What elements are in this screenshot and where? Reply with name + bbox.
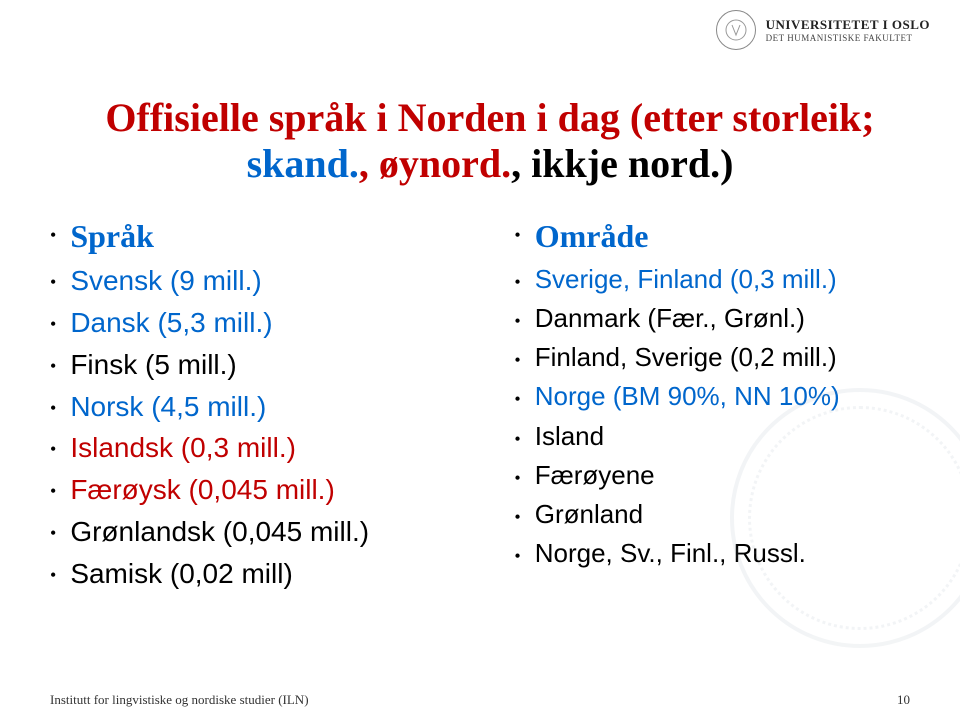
left-entry-3: Norsk (4,5 mill.) (70, 388, 266, 426)
left-heading-item: • Språk (50, 215, 446, 258)
left-column: • Språk • Svensk (9 mill.) • Dansk (5,3 mill.… (50, 215, 446, 597)
list-item: • Islandsk (0,3 mill.) (50, 429, 446, 467)
list-item: • Danmark (Fær., Grønl.) (514, 301, 910, 336)
bullet-icon: • (514, 505, 520, 529)
bullet-icon: • (50, 354, 56, 378)
right-entry-5: Færøyene (535, 458, 655, 493)
footer-page-number: 10 (897, 692, 910, 708)
university-seal-icon (716, 10, 756, 50)
left-entry-6: Grønlandsk (0,045 mill.) (70, 513, 369, 551)
left-entry-0: Svensk (9 mill.) (70, 262, 261, 300)
bullet-icon: • (50, 521, 56, 545)
left-entry-7: Samisk (0,02 mill) (70, 555, 292, 593)
list-item: • Færøysk (0,045 mill.) (50, 471, 446, 509)
header-branding: UNIVERSITETET I OSLO DET HUMANISTISKE FA… (716, 10, 930, 50)
right-entry-1: Danmark (Fær., Grønl.) (535, 301, 805, 336)
bullet-icon: • (514, 223, 520, 247)
bullet-icon: • (514, 466, 520, 490)
bullet-icon: • (50, 270, 56, 294)
language-list: • Språk • Svensk (9 mill.) • Dansk (5,3 mill.… (50, 215, 446, 593)
list-item: • Norsk (4,5 mill.) (50, 388, 446, 426)
list-item: • Finland, Sverige (0,2 mill.) (514, 340, 910, 375)
list-item: • Samisk (0,02 mill) (50, 555, 446, 593)
bullet-icon: • (514, 309, 520, 333)
bullet-icon: • (514, 544, 520, 568)
bullet-icon: • (514, 387, 520, 411)
bullet-icon: • (50, 563, 56, 587)
list-item: • Svensk (9 mill.) (50, 262, 446, 300)
bullet-icon: • (50, 437, 56, 461)
left-entry-5: Færøysk (0,045 mill.) (70, 471, 334, 509)
left-heading: Språk (70, 215, 154, 258)
right-entry-0: Sverige, Finland (0,3 mill.) (535, 262, 837, 297)
right-heading-item: • Område (514, 215, 910, 258)
left-entry-2: Finsk (5 mill.) (70, 346, 236, 384)
footer-institute: Institutt for lingvistiske og nordiske s… (50, 692, 309, 708)
list-item: • Grønlandsk (0,045 mill.) (50, 513, 446, 551)
right-entry-4: Island (535, 419, 604, 454)
bullet-icon: • (50, 479, 56, 503)
left-entry-4: Islandsk (0,3 mill.) (70, 429, 296, 467)
bullet-icon: • (514, 427, 520, 451)
university-name: UNIVERSITETET I OSLO (766, 17, 930, 33)
left-entry-1: Dansk (5,3 mill.) (70, 304, 272, 342)
faculty-name: DET HUMANISTISKE FAKULTET (766, 33, 930, 43)
slide-footer: Institutt for lingvistiske og nordiske s… (50, 692, 910, 708)
bullet-icon: • (514, 270, 520, 294)
list-item: • Finsk (5 mill.) (50, 346, 446, 384)
bullet-icon: • (50, 312, 56, 336)
list-item: • Dansk (5,3 mill.) (50, 304, 446, 342)
slide-title: Offisielle språk i Norden i dag (etter s… (90, 95, 890, 187)
bullet-icon: • (514, 348, 520, 372)
right-heading: Område (535, 215, 649, 258)
right-entry-2: Finland, Sverige (0,2 mill.) (535, 340, 837, 375)
list-item: • Sverige, Finland (0,3 mill.) (514, 262, 910, 297)
title-line1: Offisielle språk i Norden i dag (105, 95, 619, 140)
right-entry-6: Grønland (535, 497, 643, 532)
bullet-icon: • (50, 396, 56, 420)
bullet-icon: • (50, 223, 56, 247)
